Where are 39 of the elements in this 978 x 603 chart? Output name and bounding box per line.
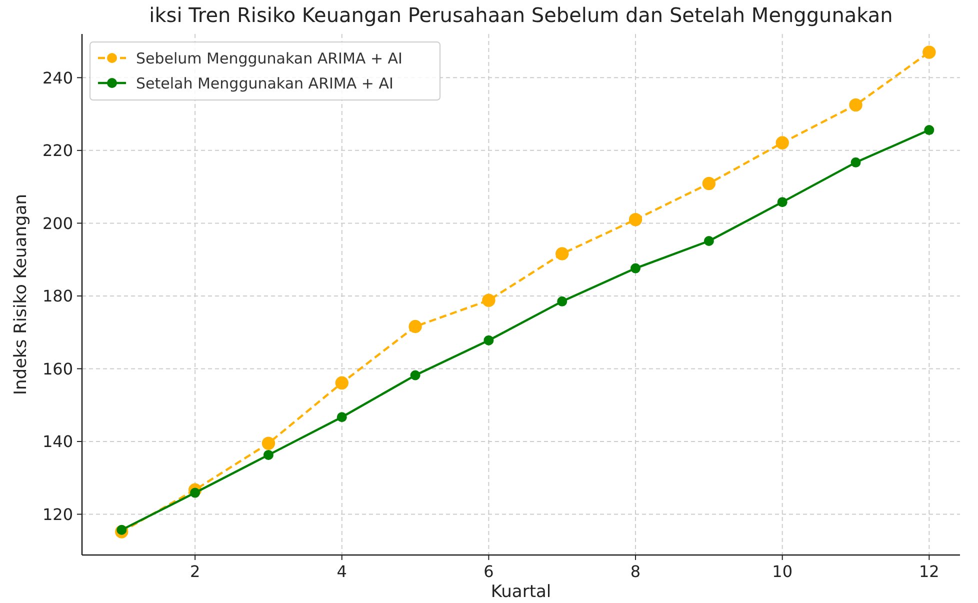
point: [482, 294, 496, 307]
chart-title: iksi Tren Risiko Keuangan Perusahaan Sebelum dan Setelah Menggunakan: [149, 3, 893, 27]
x-tick-label: 6: [484, 562, 494, 581]
point: [628, 212, 642, 226]
point: [850, 157, 861, 168]
point: [335, 376, 348, 390]
point: [557, 296, 568, 306]
point: [924, 125, 934, 136]
y-tick-label: 180: [42, 286, 73, 306]
point: [408, 320, 422, 334]
y-tick-label: 200: [42, 214, 73, 233]
point: [630, 263, 641, 274]
point: [922, 46, 936, 59]
point: [704, 236, 714, 246]
point: [262, 436, 276, 450]
y-tick-label: 220: [42, 141, 73, 160]
point: [777, 197, 788, 208]
y-tick-label: 240: [42, 68, 73, 88]
y-tick-label: 120: [42, 504, 73, 524]
point: [336, 412, 347, 422]
legend-label: Sebelum Menggunakan ARIMA + AI: [136, 49, 402, 68]
point: [410, 370, 420, 380]
x-tick-label: 10: [772, 562, 793, 581]
point: [116, 524, 127, 535]
point: [776, 136, 789, 150]
x-tick-label: 8: [630, 562, 641, 581]
point: [849, 98, 862, 112]
point: [484, 335, 494, 346]
x-axis-title: Kuartal: [490, 582, 552, 602]
x-tick-label: 12: [918, 562, 940, 581]
x-tick-label: 2: [190, 562, 200, 581]
y-tick-label: 140: [42, 432, 73, 452]
x-tick-label: 4: [336, 562, 347, 581]
point: [556, 247, 569, 260]
legend-label: Setelah Menggunakan ARIMA + AI: [136, 74, 394, 92]
point: [263, 450, 274, 460]
point: [702, 176, 716, 190]
y-tick-label: 160: [42, 359, 73, 378]
y-axis-title: Indeks Risiko Keuangan: [11, 194, 31, 396]
